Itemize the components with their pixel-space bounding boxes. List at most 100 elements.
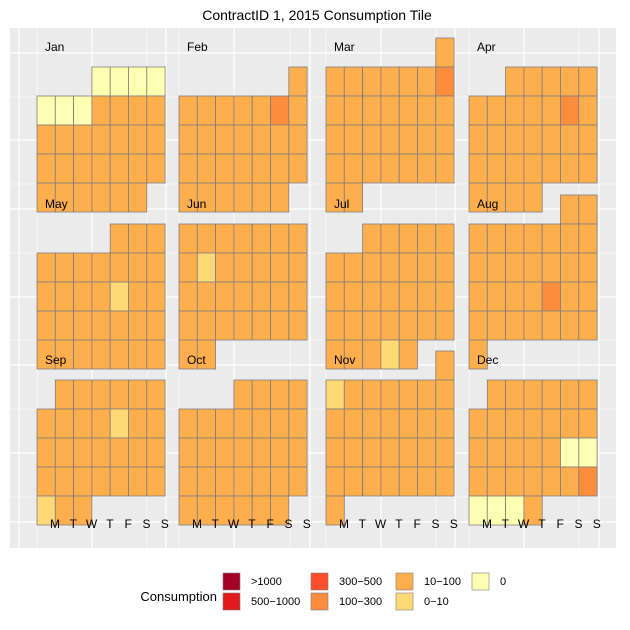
legend-swatch	[310, 572, 329, 591]
day-tile	[91, 182, 111, 213]
day-tile	[146, 379, 166, 410]
day-tile	[196, 223, 217, 254]
day-tile	[146, 437, 166, 468]
day-tile	[560, 194, 580, 225]
day-tile	[578, 437, 598, 468]
day-tile	[233, 379, 253, 410]
day-tile	[505, 466, 525, 497]
day-tile	[417, 408, 437, 439]
day-tile	[398, 466, 418, 497]
day-tile	[505, 310, 525, 341]
day-tile	[541, 95, 561, 126]
month-label: May	[45, 197, 68, 211]
day-tile	[288, 379, 308, 410]
day-tile	[560, 66, 580, 97]
month-label: Apr	[477, 40, 496, 54]
day-tile	[380, 339, 400, 370]
day-tile	[251, 379, 271, 410]
day-tile	[505, 379, 525, 410]
day-tile	[196, 408, 217, 439]
day-tile	[505, 182, 525, 213]
day-tile	[178, 408, 198, 439]
month-label: Mar	[334, 40, 355, 54]
legend: Consumption >1000 500−1000 300−500 100−300 1…	[140, 572, 506, 611]
day-tile	[505, 153, 525, 184]
day-tile	[468, 124, 488, 155]
day-tile	[541, 466, 561, 497]
day-tile	[128, 95, 148, 126]
day-tile	[435, 252, 455, 283]
day-tile	[560, 466, 580, 497]
day-tile	[486, 437, 506, 468]
day-tile	[398, 153, 418, 184]
day-tile	[523, 252, 543, 283]
day-tile	[325, 408, 345, 439]
day-tile	[578, 194, 598, 225]
day-tile	[343, 466, 363, 497]
day-tile	[435, 408, 455, 439]
day-tile	[54, 124, 74, 155]
day-tile	[505, 66, 525, 97]
day-tile	[36, 95, 56, 126]
weekday-label: S	[593, 517, 601, 531]
weekday-label: T	[212, 517, 220, 531]
day-tile	[251, 182, 271, 213]
day-tile	[578, 95, 598, 126]
day-tile	[362, 223, 382, 254]
day-tile	[146, 281, 166, 312]
day-tile	[91, 339, 111, 370]
legend-swatch	[395, 592, 414, 611]
day-tile	[233, 252, 253, 283]
day-tile	[146, 466, 166, 497]
day-tile	[468, 310, 488, 341]
day-tile	[215, 124, 235, 155]
day-tile	[560, 437, 580, 468]
day-tile	[215, 252, 235, 283]
day-tile	[343, 95, 363, 126]
day-tile	[486, 223, 506, 254]
day-tile	[128, 182, 148, 213]
day-tile	[91, 379, 111, 410]
day-tile	[541, 281, 561, 312]
day-tile	[578, 466, 598, 497]
day-tile	[325, 310, 345, 341]
day-tile	[578, 252, 598, 283]
day-tile	[128, 281, 148, 312]
day-tile	[343, 310, 363, 341]
weekday-label: W	[86, 517, 98, 531]
day-tile	[73, 124, 93, 155]
day-tile	[380, 95, 400, 126]
legend-swatch	[471, 572, 490, 591]
day-tile	[109, 95, 129, 126]
day-tile	[380, 66, 400, 97]
day-tile	[362, 310, 382, 341]
day-tile	[560, 223, 580, 254]
day-tile	[468, 339, 488, 370]
day-tile	[541, 223, 561, 254]
day-tile	[109, 182, 129, 213]
weekday-label: T	[538, 517, 546, 531]
day-tile	[196, 437, 217, 468]
weekday-label: S	[431, 517, 439, 531]
day-tile	[178, 124, 198, 155]
day-tile	[54, 252, 74, 283]
day-tile	[325, 124, 345, 155]
weekday-label: M	[50, 517, 60, 531]
legend-label: 0	[500, 576, 506, 588]
day-tile	[325, 281, 345, 312]
day-tile	[251, 281, 271, 312]
day-tile	[505, 408, 525, 439]
day-tile	[417, 66, 437, 97]
day-tile	[362, 379, 382, 410]
day-tile	[417, 379, 437, 410]
month-label: Sep	[45, 353, 67, 367]
day-tile	[380, 281, 400, 312]
day-tile	[128, 153, 148, 184]
day-tile	[578, 124, 598, 155]
day-tile	[91, 124, 111, 155]
day-tile	[523, 66, 543, 97]
day-tile	[146, 252, 166, 283]
day-tile	[288, 66, 308, 97]
day-tile	[128, 466, 148, 497]
